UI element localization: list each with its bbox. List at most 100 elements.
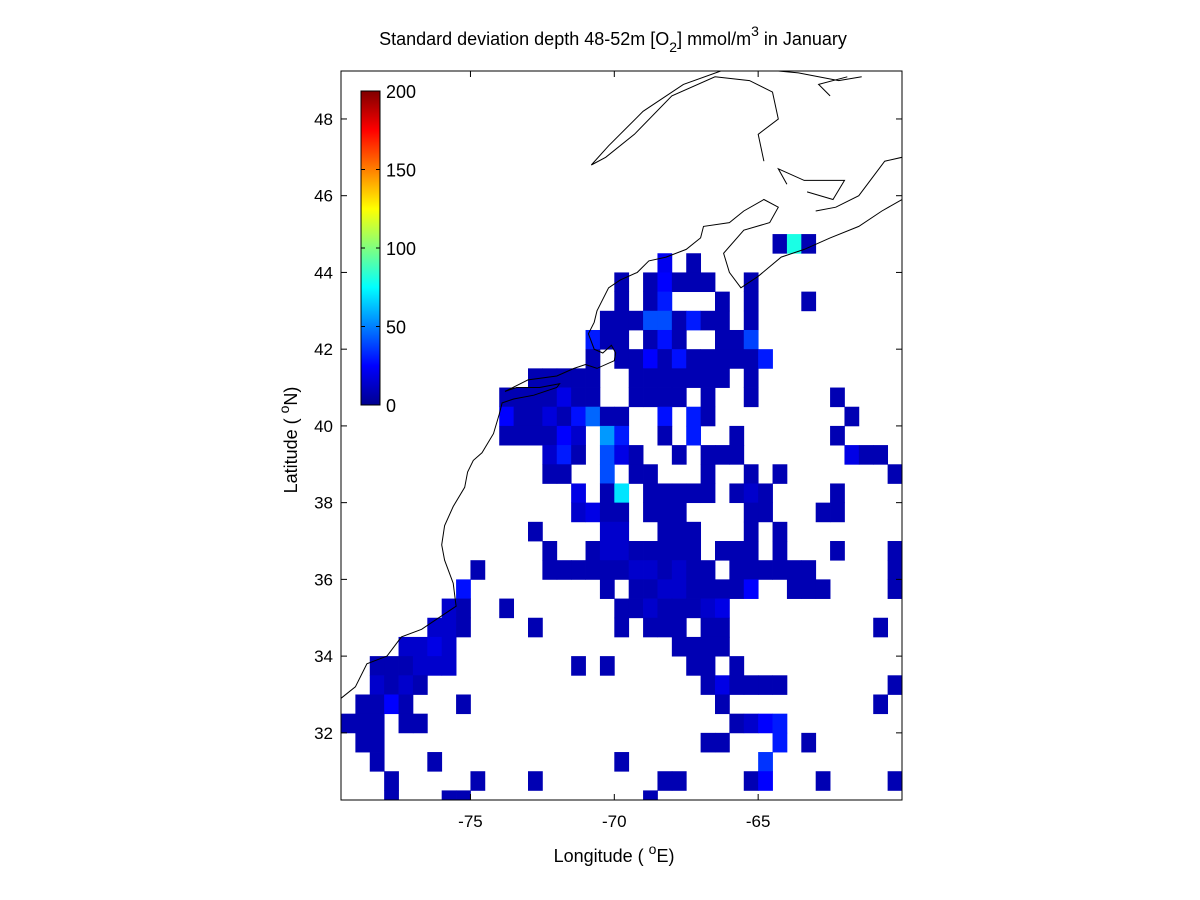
- heatmap-cell: [528, 521, 543, 542]
- heatmap-cell: [715, 291, 730, 312]
- heatmap-cell: [456, 694, 471, 715]
- heatmap-cell: [671, 445, 687, 465]
- heatmap-cell: [628, 368, 644, 388]
- heatmap-cell: [686, 636, 702, 657]
- heatmap-cell: [743, 483, 759, 504]
- heatmap-cell: [571, 483, 586, 504]
- heatmap-cell: [556, 445, 572, 465]
- y-tick-label: 38: [314, 494, 333, 513]
- heatmap-cell: [671, 560, 687, 580]
- colorbar-tick-label: 100: [386, 239, 416, 259]
- heatmap-cell: [614, 406, 630, 427]
- heatmap-cell: [715, 732, 730, 753]
- heatmap-cell: [743, 541, 759, 561]
- heatmap-cell: [614, 291, 630, 312]
- heatmap-cell: [398, 694, 414, 715]
- heatmap-cell: [599, 579, 615, 599]
- heatmap-cell: [801, 291, 817, 312]
- heatmap-cell: [858, 445, 874, 465]
- heatmap-cell: [772, 234, 788, 254]
- heatmap-cell: [384, 790, 399, 800]
- coastline: [504, 198, 902, 392]
- heatmap-cell: [715, 579, 730, 599]
- heatmap-cell: [571, 656, 586, 676]
- heatmap-cell: [628, 560, 644, 580]
- heatmap-cell: [614, 329, 630, 350]
- heatmap-cell: [700, 445, 716, 465]
- heatmap-cell: [657, 521, 673, 542]
- heatmap-cell: [700, 598, 716, 619]
- heatmap-cell: [614, 521, 630, 542]
- heatmap-cell: [887, 464, 902, 484]
- heatmap-cell: [643, 579, 658, 599]
- heatmap-cell: [700, 656, 716, 676]
- heatmap-cell: [671, 771, 687, 791]
- heatmap-cell: [643, 310, 658, 331]
- heatmap-cell: [743, 464, 759, 484]
- heatmap-cell: [384, 694, 399, 715]
- heatmap-cell: [657, 771, 673, 791]
- heatmap-cell: [772, 541, 788, 561]
- x-axis-ticks: -75 -70 -65: [458, 71, 770, 831]
- heatmap-cell: [686, 368, 702, 388]
- heatmap-cell: [441, 598, 457, 619]
- heatmap-cell: [441, 790, 457, 800]
- heatmap-cell: [528, 617, 543, 638]
- heatmap-cell: [743, 387, 759, 408]
- colorbar-tick-label: 150: [386, 161, 416, 181]
- heatmap-cell: [743, 310, 759, 331]
- heatmap-cell: [599, 406, 615, 427]
- heatmap-cell: [528, 368, 543, 388]
- heatmap-cell: [772, 521, 788, 542]
- heatmap-cell: [758, 675, 773, 695]
- heatmap-cell: [614, 483, 630, 504]
- heatmap-cell: [384, 656, 399, 676]
- heatmap-cell: [456, 617, 471, 638]
- heatmap-cell: [614, 560, 630, 580]
- heatmap-cells: [341, 234, 902, 800]
- heatmap-cell: [599, 502, 615, 523]
- heatmap-cell: [758, 349, 773, 369]
- heatmap-cell: [815, 502, 831, 523]
- heatmap-cell: [542, 406, 558, 427]
- heatmap-cell: [743, 368, 759, 388]
- heatmap-cell: [700, 675, 716, 695]
- heatmap-cell: [686, 425, 702, 446]
- heatmap-cell: [599, 541, 615, 561]
- heatmap-cell: [743, 560, 759, 580]
- heatmap-cell: [657, 579, 673, 599]
- heatmap-cell: [729, 541, 745, 561]
- heatmap-cell: [456, 598, 471, 619]
- heatmap-cell: [686, 598, 702, 619]
- heatmap-cell: [743, 675, 759, 695]
- heatmap-cell: [729, 579, 745, 599]
- heatmap-cell: [556, 406, 572, 427]
- heatmap-cell: [369, 713, 385, 734]
- heatmap-cell: [614, 445, 630, 465]
- heatmap-cell: [758, 771, 773, 791]
- heatmap-cell: [412, 636, 428, 657]
- heatmap-cell: [628, 579, 644, 599]
- heatmap-cell: [628, 445, 644, 465]
- heatmap-cell: [657, 387, 673, 408]
- heatmap-cell: [887, 579, 902, 599]
- heatmap-cell: [542, 464, 558, 484]
- y-tick-label: 44: [314, 263, 333, 282]
- heatmap-cell: [700, 406, 716, 427]
- heatmap-cell: [599, 483, 615, 504]
- heatmap-cell: [643, 598, 658, 619]
- ylabel-part: Latitude (: [281, 413, 301, 493]
- heatmap-cell: [700, 617, 716, 638]
- heatmap-cell: [643, 349, 658, 369]
- heatmap-cell: [456, 579, 471, 599]
- coastline: [777, 167, 846, 201]
- y-tick-label: 32: [314, 724, 333, 743]
- heatmap-cell: [528, 406, 543, 427]
- heatmap-cell: [398, 675, 414, 695]
- heatmap-cell: [643, 502, 658, 523]
- heatmap-cell: [671, 387, 687, 408]
- heatmap-cell: [772, 732, 788, 753]
- heatmap-cell: [542, 387, 558, 408]
- heatmap-cell: [887, 675, 902, 695]
- heatmap-cell: [427, 656, 443, 676]
